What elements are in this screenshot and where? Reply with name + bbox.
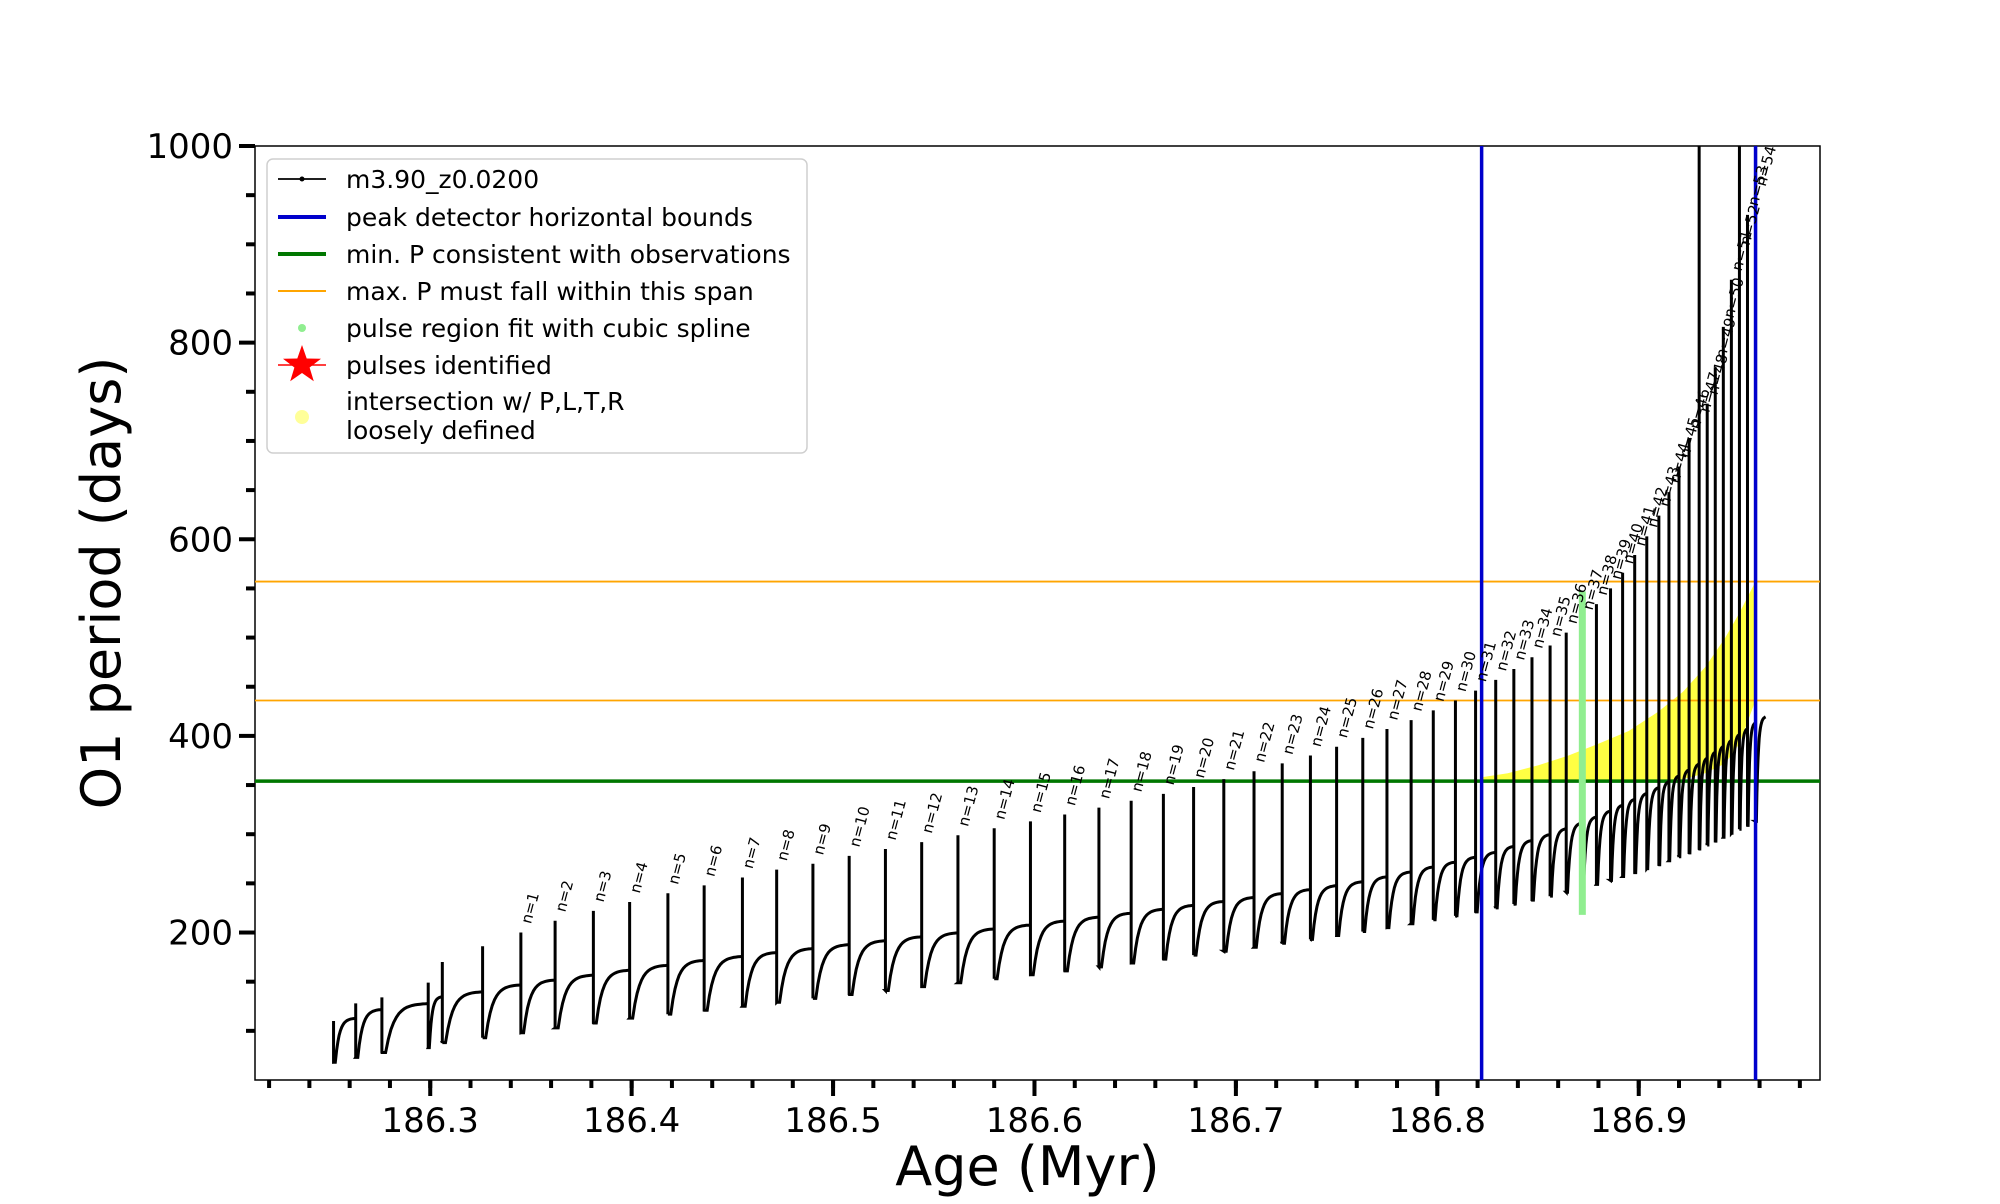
pulse-cycle-44 (1593, 604, 1611, 886)
pulse-cycle-29 (1279, 763, 1311, 945)
pulse-cycle-33 (1385, 729, 1412, 930)
legend-symbol-5 (298, 324, 306, 332)
pulse-cycle-12 (702, 885, 743, 1012)
y-tick-label-400: 400 (168, 717, 233, 757)
legend-symbol-1 (278, 176, 326, 182)
pulse-cycle-49 (1657, 515, 1670, 867)
pulse-cycle-2 (352, 1003, 383, 1059)
legend-star (283, 345, 321, 382)
legend-label-7: intersection w/ P,L,T,R loosely defined (346, 387, 625, 445)
pulse-cycle-14 (775, 869, 814, 1006)
pulse-cycle-51 (1676, 466, 1690, 859)
legend-label-6: pulses identified (346, 351, 552, 380)
y-tick-label-600: 600 (168, 520, 233, 560)
pulse-cycle-34 (1406, 720, 1434, 926)
legend-label-line-1: intersection w/ P,L,T,R (346, 387, 625, 416)
pulse-cycle-20 (992, 828, 1031, 981)
x-tick-label-1: 186.4 (583, 1101, 680, 1141)
pulse-cycle-5 (440, 962, 483, 1045)
pulse-cycle-35 (1431, 710, 1456, 922)
legend-label-1: m3.90_z0.0200 (346, 165, 539, 194)
legend-label-2: peak detector horizontal bounds (346, 203, 753, 232)
x-tick-label-6: 186.9 (1590, 1101, 1687, 1141)
pulse-cycle-13 (739, 877, 777, 1008)
pulse-cycle-41 (1548, 645, 1567, 898)
yellow-region (1481, 581, 1756, 782)
pulse-cycle-6 (481, 946, 521, 1040)
pulse-cycle-11 (666, 893, 705, 1016)
legend-label-5: pulse region fit with cubic spline (346, 314, 751, 343)
pulse-cycle-40 (1530, 657, 1551, 902)
x-axis-label: Age (Myr) (895, 1135, 1160, 1198)
pulse-cycle-24 (1129, 800, 1164, 965)
pulse-cycle-39 (1512, 669, 1533, 907)
pulse-cycle-21 (1028, 821, 1065, 977)
axes: 200 400 600 800 1000 186.3 186.4 186.5 186.6 186.… (70, 127, 1821, 1198)
pulse-cycle-1 (332, 1016, 356, 1064)
legend-box (266, 158, 808, 454)
legend-dot (299, 176, 305, 182)
pulse-cycle-15 (811, 863, 850, 1000)
x-tick-label-5: 186.8 (1389, 1101, 1486, 1141)
pulse-cycle-8 (551, 920, 594, 1030)
pulse-cycle-36 (1453, 700, 1476, 918)
pulse-cycle-22 (1063, 814, 1099, 973)
x-tick-label-2: 186.5 (784, 1101, 881, 1141)
legend-dot (298, 324, 306, 332)
plot-frame (254, 145, 1821, 1081)
x-tick-label-3: 186.6 (986, 1101, 1083, 1141)
pulse-cycle-57 (1729, 279, 1741, 838)
y-tick-label-200: 200 (168, 914, 233, 954)
y-tick-label-1000: 1000 (146, 127, 233, 167)
pulse-cycle-25 (1161, 793, 1194, 961)
pulse-cycle-47 (1633, 554, 1648, 875)
legend-label-line-2: loosely defined (346, 416, 536, 445)
x-tick-label-4: 186.7 (1187, 1101, 1284, 1141)
x-tick-label-0: 186.3 (382, 1101, 479, 1141)
legend-label-3: min. P consistent with observations (346, 240, 791, 269)
pulse-cycle-30 (1308, 755, 1337, 942)
legend-symbol-7 (295, 410, 309, 424)
y-axis-label: O1 period (days) (70, 357, 133, 810)
pulse-cycle-48 (1645, 536, 1660, 873)
pulse-cycle-3 (380, 997, 429, 1054)
pulse-cycle-23 (1095, 807, 1132, 972)
pulse-cycle-31 (1335, 746, 1363, 937)
pulse-cycle-52 (1687, 437, 1700, 855)
pulse-cycle-17 (881, 848, 922, 995)
legend-symbol-6 (278, 345, 326, 382)
plot-area (255, 146, 1820, 1080)
pulse-cycle-28 (1250, 771, 1283, 949)
y-tick-label-800: 800 (168, 324, 233, 364)
pulse-cycle-32 (1361, 737, 1388, 933)
pulse-cycle-10 (626, 902, 669, 1020)
pulse-cycle-16 (847, 855, 886, 996)
pulse-cycle-19 (953, 835, 995, 985)
legend-dot (295, 410, 309, 424)
pulse-cycle-50 (1665, 492, 1680, 863)
pulse-cycle-26 (1192, 787, 1224, 957)
pulse-cycle-38 (1493, 679, 1515, 910)
pulse-cycle-37 (1474, 690, 1496, 914)
pulse-cycle-45 (1605, 588, 1624, 884)
pulse-cycle-4 (425, 982, 443, 1050)
pulse-cycle-18 (920, 842, 958, 989)
legend-label-4: max. P must fall within this span (346, 277, 754, 306)
pulse-cycle-9 (591, 910, 630, 1025)
series-m3.90_z0.0200 (332, 146, 1767, 1064)
pulse-cycle-7 (519, 932, 556, 1035)
pulse-cycle-46 (1619, 572, 1636, 878)
pulse-cycle-27 (1218, 779, 1255, 954)
